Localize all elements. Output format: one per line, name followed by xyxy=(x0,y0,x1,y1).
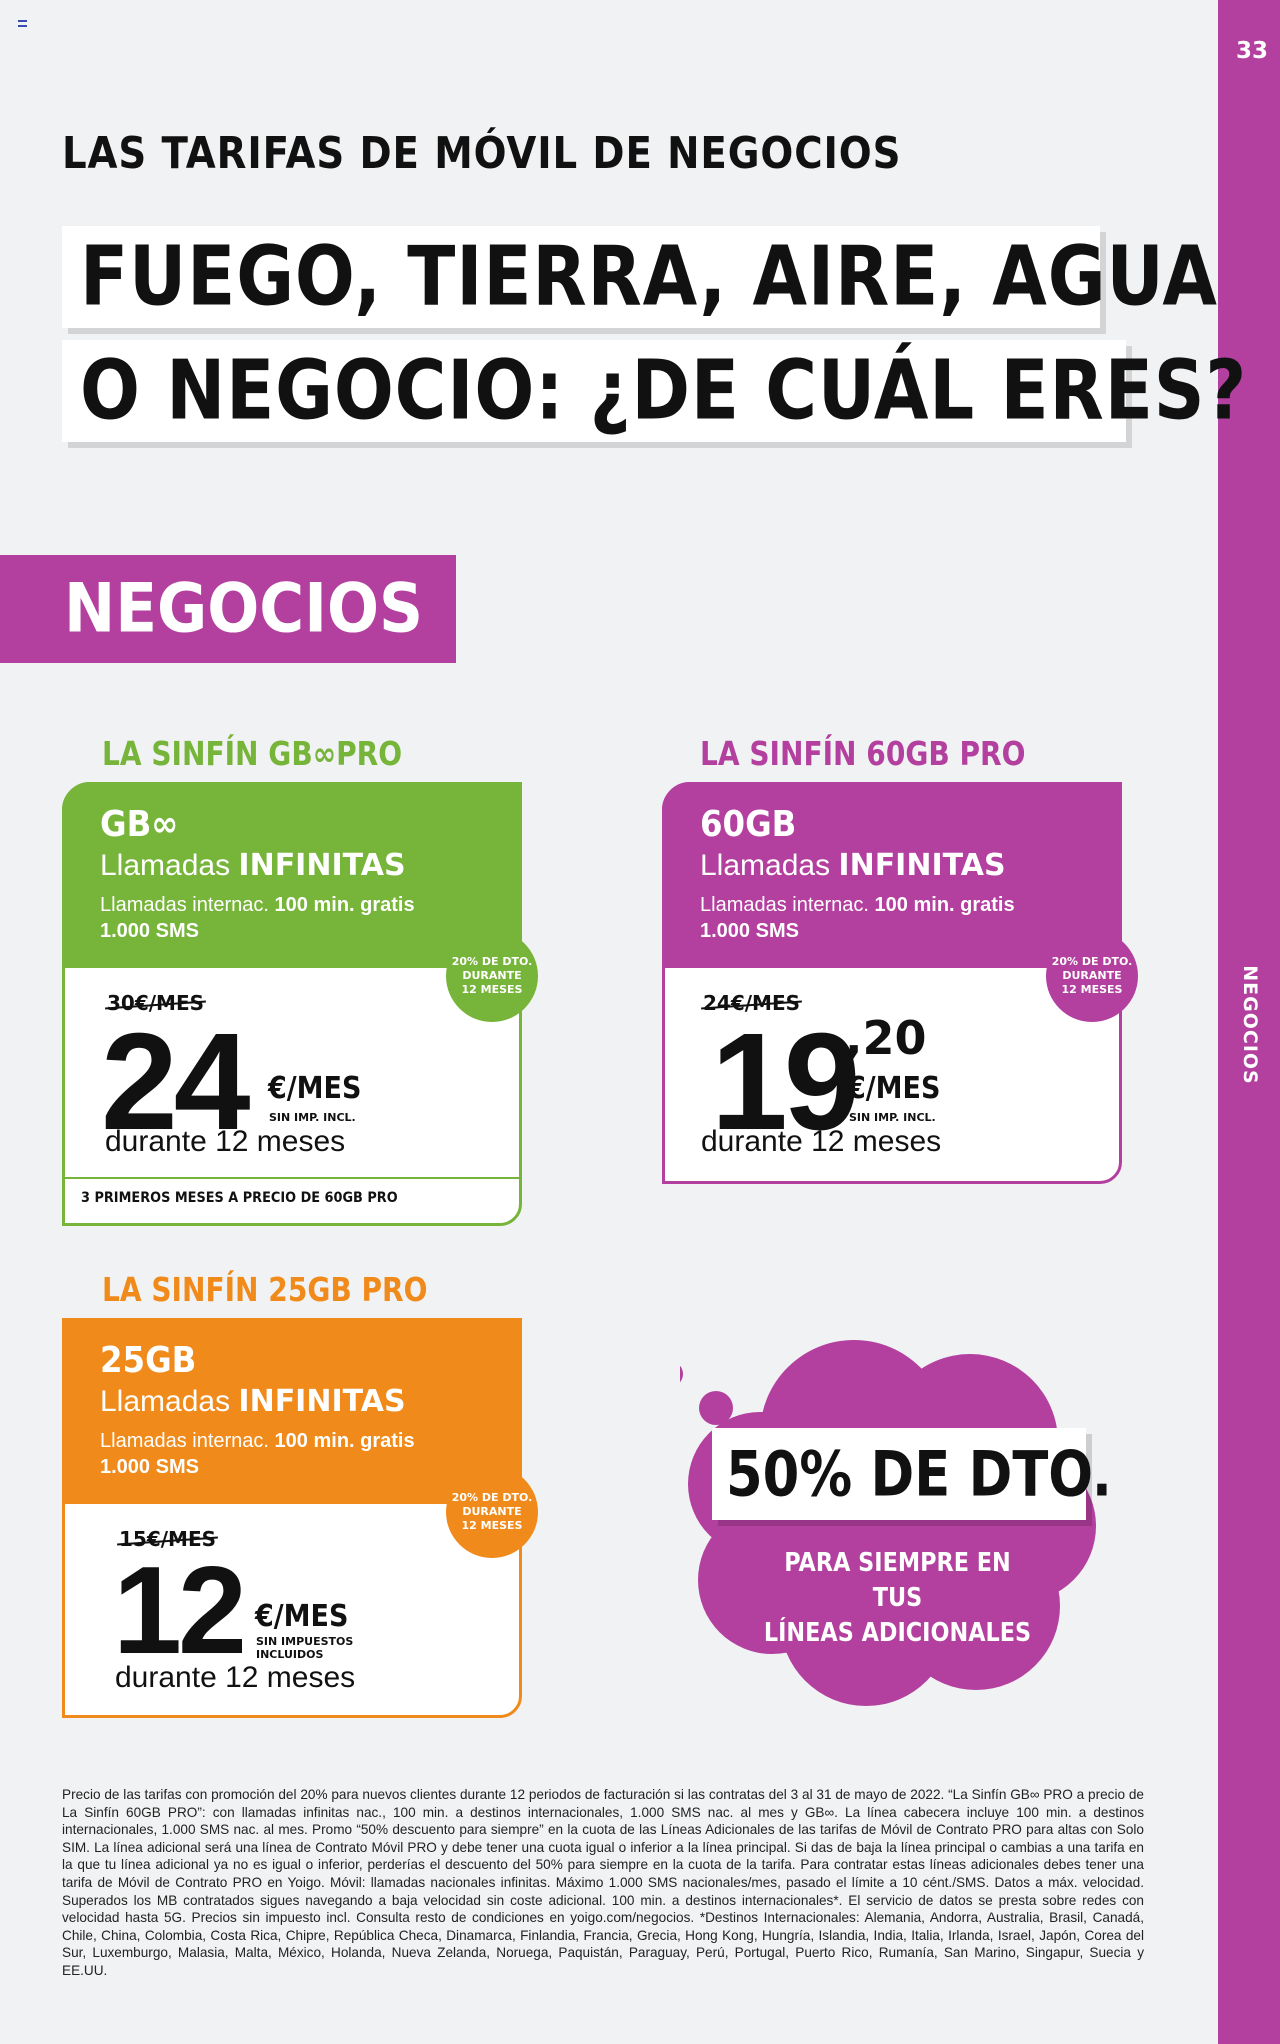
promo-headline-box: 50% DE DTO. xyxy=(712,1428,1112,1520)
footnote-divider xyxy=(65,1177,519,1179)
plan-title-60gb: LA SINFÍN 60GB PRO xyxy=(700,734,1026,773)
promo-headline: 50% DE DTO. xyxy=(726,1437,1112,1511)
plan-sms: 1.000 SMS xyxy=(700,920,799,942)
plan-sms: 1.000 SMS xyxy=(100,920,199,942)
plan-card-gb-infinite[interactable]: GB∞ Llamadas INFINITAS Llamadas internac… xyxy=(62,782,522,1226)
plan-calls: Llamadas INFINITAS xyxy=(100,1384,406,1419)
price-unit: €/MES xyxy=(847,1071,941,1106)
plan-card-header: 25GB Llamadas INFINITAS Llamadas interna… xyxy=(62,1318,522,1504)
price-main: 24 xyxy=(101,1005,250,1159)
old-price: 30€/MES xyxy=(107,991,205,1015)
page-kicker: LAS TARIFAS DE MÓVIL DE NEGOCIOS xyxy=(62,128,902,179)
old-price: 15€/MES xyxy=(119,1527,217,1551)
plan-data-amount: 25GB xyxy=(100,1340,197,1381)
plan-footnote: 3 PRIMEROS MESES A PRECIO DE 60GB PRO xyxy=(81,1190,398,1206)
plan-intl-calls: Llamadas internac. 100 min. gratis xyxy=(700,894,1015,916)
price-unit: €/MES xyxy=(268,1071,362,1106)
plan-card-header: 60GB Llamadas INFINITAS Llamadas interna… xyxy=(662,782,1122,968)
price-main: 19 xyxy=(711,1005,860,1159)
plan-title-gb-infinite: LA SINFÍN GB∞PRO xyxy=(102,734,403,773)
price-cents: ,20 xyxy=(845,1011,927,1065)
page-number: 33 xyxy=(1235,38,1268,64)
discount-badge: 20% DE DTO. DURANTE 12 MESES xyxy=(1046,930,1138,1022)
discount-badge: 20% DE DTO. DURANTE 12 MESES xyxy=(446,930,538,1022)
plan-intl-calls: Llamadas internac. 100 min. gratis xyxy=(100,894,415,916)
tax-note: SIN IMPUESTOS INCLUIDOS xyxy=(256,1635,354,1661)
section-title: NEGOCIOS xyxy=(64,569,424,649)
plan-data-amount: GB∞ xyxy=(100,804,179,845)
headline-line-1: FUEGO, TIERRA, AIRE, AGUA xyxy=(80,229,1218,325)
menu-glyph xyxy=(18,20,27,27)
sidebar-label: NEGOCIOS xyxy=(1239,965,1261,1085)
plan-card-header: GB∞ Llamadas INFINITAS Llamadas internac… xyxy=(62,782,522,968)
section-banner: NEGOCIOS xyxy=(0,555,456,663)
tax-note: SIN IMP. INCL. xyxy=(269,1111,356,1124)
price-duration: durante 12 meses xyxy=(701,1125,942,1158)
plan-intl-calls: Llamadas internac. 100 min. gratis xyxy=(100,1430,415,1452)
plan-calls: Llamadas INFINITAS xyxy=(100,848,406,883)
price-main: 12 xyxy=(113,1542,247,1680)
plan-sms: 1.000 SMS xyxy=(100,1456,199,1478)
section-sidebar: 33 xyxy=(1218,0,1280,2044)
legal-text: Precio de las tarifas con promoción del … xyxy=(62,1787,1144,1978)
old-price: 24€/MES xyxy=(703,991,801,1015)
promo-subtitle: PARA SIEMPRE EN TUS LÍNEAS ADICIONALES xyxy=(763,1548,1032,1648)
plan-title-25gb: LA SINFÍN 25GB PRO xyxy=(102,1270,428,1309)
price-duration: durante 12 meses xyxy=(105,1125,346,1158)
plan-calls: Llamadas INFINITAS xyxy=(700,848,1006,883)
price-duration: durante 12 meses xyxy=(115,1661,356,1694)
tax-note: SIN IMP. INCL. xyxy=(849,1111,936,1124)
plan-card-25gb[interactable]: 25GB Llamadas INFINITAS Llamadas interna… xyxy=(62,1318,522,1718)
headline-band-1: FUEGO, TIERRA, AIRE, AGUA xyxy=(62,226,1217,328)
price-unit: €/MES xyxy=(255,1599,349,1634)
plan-data-amount: 60GB xyxy=(700,804,797,845)
discount-badge: 20% DE DTO. DURANTE 12 MESES xyxy=(446,1466,538,1558)
headline-band-2: O NEGOCIO: ¿DE CUÁL ERES? xyxy=(62,340,1246,442)
plan-card-60gb[interactable]: 60GB Llamadas INFINITAS Llamadas interna… xyxy=(662,782,1122,1184)
headline-line-2: O NEGOCIO: ¿DE CUÁL ERES? xyxy=(80,343,1248,439)
